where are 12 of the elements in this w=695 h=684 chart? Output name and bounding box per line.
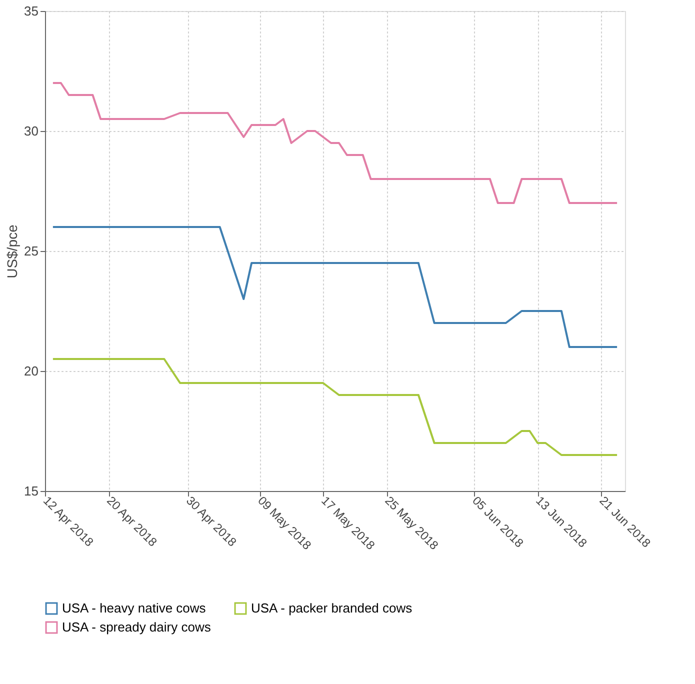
legend-label: USA - spready dairy cows bbox=[62, 620, 212, 634]
line-series bbox=[52, 358, 618, 456]
y-tick-label: 35 bbox=[24, 4, 38, 18]
y-tick-label: 20 bbox=[24, 364, 38, 378]
legend-label: USA - heavy native cows bbox=[62, 600, 206, 616]
y-tick-label: 30 bbox=[24, 124, 38, 138]
legend-label: USA - packer branded cows bbox=[251, 600, 413, 616]
y-tick-label: 15 bbox=[24, 484, 38, 498]
y-axis-title: US$/pce bbox=[4, 224, 20, 278]
y-tick-label: 25 bbox=[24, 244, 38, 258]
line-series bbox=[52, 82, 618, 204]
line-series bbox=[52, 226, 618, 348]
